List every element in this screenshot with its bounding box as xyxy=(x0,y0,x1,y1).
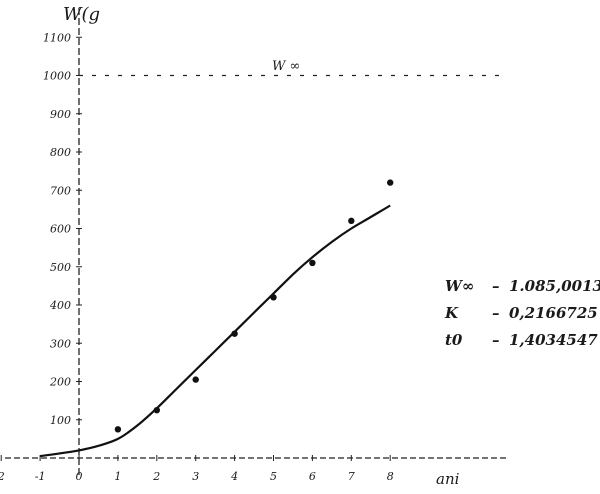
x-tick-label: 6 xyxy=(309,470,316,483)
y-tick-label: 300 xyxy=(50,337,71,350)
x-tick-label: 1 xyxy=(114,470,121,483)
x-axis-label: ani xyxy=(436,470,460,488)
x-tick-label: 2 xyxy=(152,470,160,483)
param-value: 0,2166725 xyxy=(509,304,598,322)
y-tick-label: 800 xyxy=(50,146,71,159)
x-tick-label: 2 xyxy=(0,470,5,483)
x-tick-label: 8 xyxy=(387,470,394,483)
param-dash: – xyxy=(492,331,500,349)
param-name: W∞ xyxy=(445,277,474,295)
y-tick-label: 400 xyxy=(49,299,71,312)
y-tick-label: 1100 xyxy=(43,31,71,44)
x-tick-label: 0 xyxy=(76,470,83,483)
asymptote-label: W ∞ xyxy=(272,59,300,74)
param-value: 1.085,0013 xyxy=(509,277,600,295)
fitted-curve xyxy=(39,204,391,458)
tick-labels: 2 -1 0 1 2 3 4 5 6 7 8 100 200 300 400 500 600 700 800 900 1… xyxy=(0,31,394,483)
param-dash: – xyxy=(492,304,500,322)
fitted-curve-line xyxy=(39,204,391,458)
y-tick-label: 900 xyxy=(50,108,71,121)
data-point xyxy=(114,426,122,433)
x-tick-label: 4 xyxy=(230,470,238,483)
y-tick-label: 100 xyxy=(50,414,71,427)
data-point xyxy=(387,179,394,186)
param-name: K xyxy=(444,304,459,322)
data-point xyxy=(270,294,277,301)
data-point xyxy=(309,259,316,267)
x-tick-label: -1 xyxy=(35,470,46,483)
y-axis-label: W(g xyxy=(63,4,100,25)
data-point xyxy=(192,376,199,383)
param-value: 1,4034547 xyxy=(509,331,598,349)
x-tick-label: 5 xyxy=(270,470,277,483)
y-tick-label: 600 xyxy=(50,223,71,236)
data-point xyxy=(153,406,160,414)
data-point xyxy=(348,217,355,225)
param-dash: – xyxy=(492,277,500,295)
axes xyxy=(5,8,508,476)
y-tick-label: 700 xyxy=(50,184,71,197)
data-points xyxy=(114,179,394,433)
param-name: t0 xyxy=(445,331,463,349)
y-tick-label: 1000 xyxy=(43,70,71,83)
x-tick-label: 7 xyxy=(348,470,355,483)
x-tick-label: 3 xyxy=(192,470,199,483)
data-point xyxy=(231,330,238,337)
y-tick-label: 500 xyxy=(50,261,71,274)
y-tick-label: 200 xyxy=(49,376,71,389)
